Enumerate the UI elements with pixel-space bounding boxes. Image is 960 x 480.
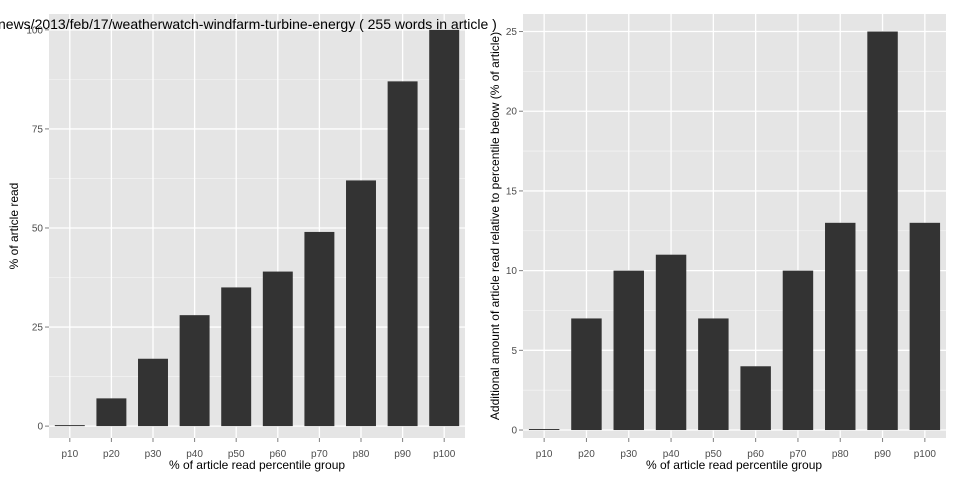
y-tick-label: 50 bbox=[32, 223, 44, 234]
bar bbox=[138, 358, 168, 427]
x-tick-label: p30 bbox=[145, 449, 162, 460]
bar bbox=[698, 318, 729, 431]
bar bbox=[655, 254, 687, 431]
y-tick-label: 100 bbox=[26, 25, 43, 36]
x-tick-label: p50 bbox=[705, 449, 722, 460]
x-axis-label: % of article read percentile group bbox=[169, 458, 345, 472]
x-tick-label: p20 bbox=[103, 449, 120, 460]
x-tick-label: p100 bbox=[433, 449, 456, 460]
x-tick-label: p70 bbox=[790, 449, 807, 460]
x-tick-label: p40 bbox=[186, 449, 203, 460]
bar bbox=[613, 270, 644, 431]
y-tick-label: 5 bbox=[511, 346, 517, 357]
bar bbox=[867, 31, 898, 431]
chart-panel-2: 0 5 10 15 20 25 p10 p20 p30 p40 p50 p60 p70 p80 p90 p10… bbox=[488, 14, 946, 472]
y-tick-label: 25 bbox=[32, 323, 44, 334]
x-tick-label: p10 bbox=[61, 449, 78, 460]
y-tick-label: 25 bbox=[506, 27, 518, 38]
y-tick-label: 0 bbox=[37, 422, 43, 433]
x-tick-label: p80 bbox=[832, 449, 849, 460]
bar bbox=[387, 81, 418, 427]
bar bbox=[571, 318, 602, 431]
bar bbox=[221, 287, 252, 427]
bar bbox=[782, 270, 814, 431]
x-tick-label: p50 bbox=[228, 449, 245, 460]
y-axis-label: Additional amount of article read relati… bbox=[488, 32, 502, 420]
x-tick-label: p40 bbox=[663, 449, 680, 460]
x-tick-label: p60 bbox=[747, 449, 764, 460]
bar bbox=[262, 271, 293, 427]
chart-title: news/2013/feb/17/weatherwatch-windfarm-t… bbox=[0, 16, 497, 32]
x-axis-label: % of article read percentile group bbox=[646, 458, 822, 472]
y-tick-label: 20 bbox=[506, 107, 518, 118]
bar bbox=[528, 429, 560, 431]
chart-panel-1: 0 25 50 75 100 p10 p20 p30 p40 p50 p60 p70 p80 p90 p10… bbox=[7, 14, 465, 472]
bar bbox=[909, 222, 941, 431]
bar bbox=[304, 231, 335, 427]
y-tick-label: 75 bbox=[32, 124, 44, 135]
y-axis-label: % of article read bbox=[7, 183, 21, 270]
bar bbox=[179, 315, 210, 427]
x-tick-label: p10 bbox=[536, 449, 553, 460]
x-tick-label: p30 bbox=[620, 449, 637, 460]
x-tick-label: p90 bbox=[874, 449, 891, 460]
bar bbox=[96, 398, 127, 427]
bar bbox=[825, 222, 856, 431]
y-tick-label: 10 bbox=[506, 266, 518, 277]
y-tick-label: 0 bbox=[511, 426, 517, 437]
bar bbox=[429, 29, 460, 427]
x-tick-label: p70 bbox=[311, 449, 328, 460]
x-tick-label: p20 bbox=[578, 449, 595, 460]
y-tick-label: 15 bbox=[506, 186, 518, 197]
x-tick-label: p60 bbox=[269, 449, 286, 460]
bar bbox=[346, 180, 376, 427]
x-tick-label: p100 bbox=[914, 449, 937, 460]
x-tick-label: p80 bbox=[353, 449, 370, 460]
bar bbox=[740, 366, 771, 431]
x-tick-label: p90 bbox=[394, 449, 411, 460]
bar bbox=[54, 425, 85, 427]
